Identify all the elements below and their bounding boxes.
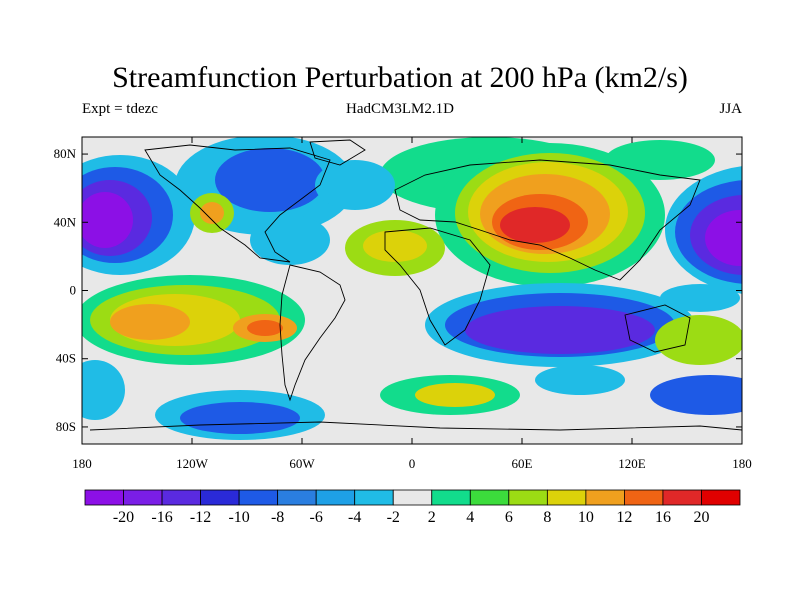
colorbar-box (431, 489, 471, 506)
map-panel (82, 137, 742, 444)
colorbar-label: -8 (270, 509, 285, 526)
colorbar-box (546, 489, 587, 506)
coastlines (89, 139, 742, 431)
colorbar-label: 12 (616, 509, 633, 526)
chart-title: Streamfunction Perturbation at 200 hPa (… (112, 61, 688, 94)
colorbar-label: 10 (577, 509, 594, 526)
model-label: HadCM3LM2.1D (346, 101, 454, 117)
colorbar-box (277, 489, 317, 506)
lon-tick-label: 120E (618, 456, 646, 471)
lon-tick-label: 120W (176, 456, 209, 471)
colorbar-label: 4 (466, 509, 475, 526)
colorbar-label: -20 (112, 509, 135, 526)
colorbar-box (315, 489, 356, 506)
colorbar-box (123, 489, 163, 506)
colorbar-label: -16 (151, 509, 173, 526)
colorbar-label: -10 (228, 509, 250, 526)
lat-tick-label: 80S (56, 419, 76, 434)
colorbar-label: 2 (427, 509, 436, 526)
colorbar-label: -4 (348, 509, 362, 526)
lon-tick-label: 180 (732, 456, 752, 471)
colorbar-box (200, 489, 240, 506)
lat-tick-label: 40N (54, 214, 77, 229)
lon-tick-label: 0 (409, 456, 416, 471)
latitude-axis: 80N 40N 0 40S 80S (54, 146, 742, 434)
colorbar-box (701, 489, 741, 506)
colorbar-box (624, 489, 664, 506)
experiment-label: Expt = tdezc (82, 101, 158, 117)
colorbar-label: -12 (189, 509, 212, 526)
season-label: JJA (719, 101, 742, 117)
colorbar-box (469, 489, 510, 506)
lon-tick-label: 60E (512, 456, 533, 471)
colorbar-label: 8 (543, 509, 552, 526)
colorbar-box (585, 489, 625, 506)
colorbar-label: 6 (504, 509, 513, 526)
colorbar-label: -2 (386, 509, 400, 526)
colorbar (84, 489, 741, 506)
colorbar-label: -6 (309, 509, 323, 526)
colorbar-box (354, 489, 394, 506)
colorbar-label: 16 (654, 509, 671, 526)
colorbar-box (238, 489, 279, 506)
lat-tick-label: 80N (54, 146, 77, 161)
lon-tick-label: 60W (289, 456, 315, 471)
colorbar-box (392, 489, 433, 506)
colorbar-box (662, 489, 702, 506)
lon-tick-label: 180 (72, 456, 92, 471)
streamfunction-field (82, 137, 742, 440)
colorbar-box (84, 489, 124, 506)
lat-tick-label: 40S (56, 351, 76, 366)
lat-tick-label: 0 (70, 283, 77, 298)
colorbar-box (161, 489, 201, 506)
colorbar-label: 20 (693, 509, 710, 526)
longitude-axis: 180 120W 60W 0 60E 120E 180 (72, 137, 752, 471)
colorbar-box (508, 489, 548, 506)
